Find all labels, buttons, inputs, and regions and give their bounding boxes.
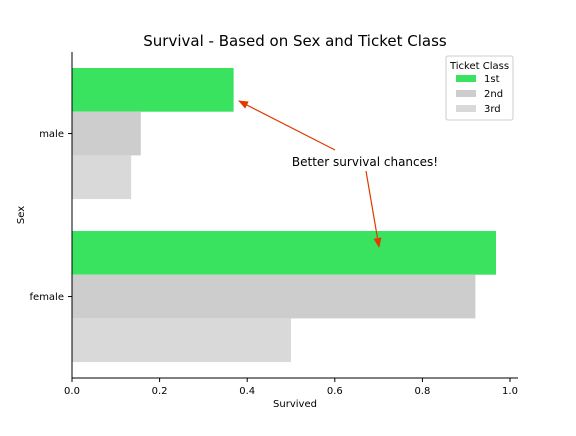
x-axis-label: Survived bbox=[273, 399, 317, 410]
legend: Ticket Class 1st 2nd 3rd bbox=[445, 55, 514, 121]
annotation: Better survival chances! bbox=[238, 100, 438, 248]
x-tick-label: 0.8 bbox=[414, 386, 430, 397]
legend-title: Ticket Class bbox=[449, 61, 509, 72]
bar-male-1st bbox=[72, 68, 234, 112]
legend-label-3rd: 3rd bbox=[484, 104, 501, 115]
legend-swatch-3rd bbox=[456, 105, 476, 112]
legend-swatch-2nd bbox=[456, 90, 476, 97]
bar-male-2nd bbox=[72, 111, 141, 156]
legend-swatch-1st bbox=[456, 75, 476, 82]
legend-items: 1st 2nd 3rd bbox=[456, 74, 503, 115]
bar-female-3rd bbox=[72, 318, 291, 363]
axes-group bbox=[71, 52, 518, 379]
chart-title: Survival - Based on Sex and Ticket Class bbox=[143, 32, 447, 50]
x-tick-label: 1.0 bbox=[502, 386, 518, 397]
annotation-text: Better survival chances! bbox=[292, 155, 438, 169]
y-tick-label-male: male bbox=[39, 129, 64, 140]
y-tick-label-female: female bbox=[30, 292, 64, 303]
x-ticks-group: 0.0 0.2 0.4 0.6 0.8 1.0 bbox=[64, 378, 518, 397]
annotation-arrow-female bbox=[365, 170, 382, 248]
legend-frame bbox=[445, 55, 514, 121]
legend-label-1st: 1st bbox=[484, 74, 500, 85]
legend-label-2nd: 2nd bbox=[484, 89, 503, 100]
x-tick-label: 0.6 bbox=[327, 386, 343, 397]
bar-female-1st bbox=[72, 231, 496, 275]
x-tick-label: 0.2 bbox=[152, 386, 168, 397]
x-tick-label: 0.4 bbox=[239, 386, 255, 397]
bar-male-3rd bbox=[72, 155, 132, 200]
y-ticks-group: male female bbox=[30, 129, 72, 303]
annotation-arrow-male bbox=[238, 100, 336, 151]
bar-female-2nd bbox=[72, 274, 476, 319]
y-axis-label: Sex bbox=[16, 206, 27, 224]
bars-group bbox=[72, 68, 496, 363]
x-tick-label: 0.0 bbox=[64, 386, 80, 397]
